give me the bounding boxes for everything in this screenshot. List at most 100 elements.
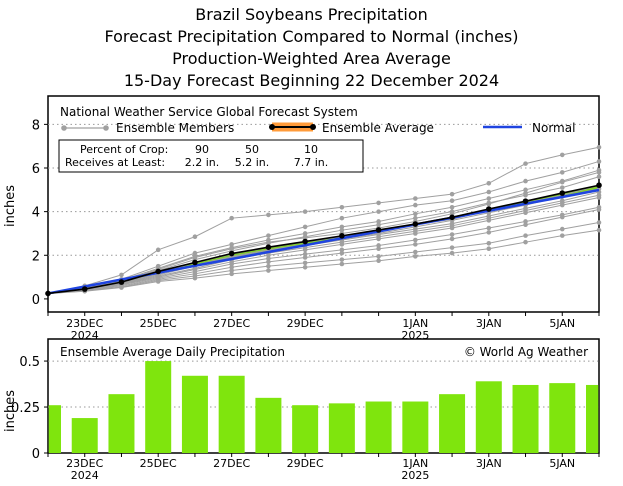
ensemble-member-line xyxy=(47,160,600,294)
ensemble-member-point xyxy=(523,161,528,166)
ensemble-member-line xyxy=(47,196,600,294)
ensemble-member-point xyxy=(596,192,602,198)
ensemble-member-point xyxy=(302,231,308,236)
ensemble-member-point xyxy=(559,200,565,206)
daily-precip-bar xyxy=(71,418,98,453)
legend-members-marker xyxy=(103,125,109,131)
ensemble-member-point xyxy=(266,256,271,261)
ensemble-member-point xyxy=(523,233,528,238)
ensemble-average-point xyxy=(118,279,125,285)
ensemble-member-point xyxy=(302,224,308,230)
daily-y-tick-label: 0 xyxy=(32,447,40,462)
chart-title: Brazil Soybeans Precipitation xyxy=(195,5,428,24)
daily-y-axis: 0 0.25 0.5 xyxy=(11,355,48,462)
ensemble-member-point xyxy=(449,198,455,204)
daily-precip-bar xyxy=(402,401,429,453)
ensemble-member-point xyxy=(449,245,455,250)
ensemble-member-point xyxy=(413,249,418,255)
ensemble-member-point xyxy=(596,220,602,225)
ensemble-average-line xyxy=(47,184,600,295)
ensemble-member-line xyxy=(47,206,600,294)
ensemble-member-point xyxy=(155,247,161,253)
daily-precip-bar xyxy=(439,394,466,453)
daily-plot-frame xyxy=(47,338,600,454)
ensemble-member-point xyxy=(449,232,455,237)
ensemble-average-point xyxy=(449,214,455,221)
ensemble-member-point xyxy=(302,264,308,270)
cumulative-x-tick-label: 1JAN xyxy=(402,317,428,330)
cumulative-y-axis: 0 2 4 6 8 xyxy=(32,118,48,308)
ensemble-member-point xyxy=(192,275,198,281)
ensemble-member-point xyxy=(413,228,418,234)
ensemble-member-point xyxy=(486,201,492,207)
ensemble-member-point xyxy=(339,247,345,253)
ensemble-member-point xyxy=(523,239,528,245)
daily-precip-bar xyxy=(475,381,502,453)
chart-subtitle-2: Production-Weighted Area Average xyxy=(172,49,451,68)
daily-gridlines xyxy=(48,360,599,408)
cumulative-x-tick-label: 25DEC xyxy=(140,317,177,330)
cumulative-x-tick-label: 27DEC xyxy=(213,317,250,330)
daily-y-tick-label: 0.25 xyxy=(11,401,40,416)
ensemble-member-point xyxy=(486,230,492,235)
ensemble-member-point xyxy=(229,246,234,252)
crop-receives-label: Receives at Least: xyxy=(65,156,165,169)
ensemble-average-point xyxy=(45,290,51,297)
cumulative-x-tick-label: 23DEC xyxy=(66,317,103,330)
ensemble-member-point xyxy=(229,261,234,267)
daily-x-tick-label: 27DEC xyxy=(213,457,250,470)
ensemble-member-line xyxy=(47,194,600,294)
ensemble-member-point xyxy=(266,259,271,265)
ensemble-member-point xyxy=(339,261,345,267)
ensemble-member-point xyxy=(486,240,492,246)
ensemble-average-point xyxy=(375,227,382,233)
ensemble-member-point xyxy=(376,243,381,248)
ensemble-average-point xyxy=(155,268,161,275)
ensemble-member-point xyxy=(339,257,345,262)
ensemble-average-point xyxy=(265,244,272,250)
legend-average-marker xyxy=(269,124,275,130)
ensemble-member-point xyxy=(266,263,271,269)
ensemble-member-point xyxy=(155,275,161,281)
ensemble-member-point xyxy=(302,209,308,214)
daily-precip-bar xyxy=(218,375,245,453)
ensemble-member-point xyxy=(339,215,345,221)
daily-precip-bar xyxy=(328,403,355,453)
cumulative-y-tick-label: 2 xyxy=(32,249,40,264)
ensemble-member-point xyxy=(376,254,381,259)
legend-members-marker xyxy=(61,125,67,131)
chart-subtitle-1: Forecast Precipitation Compared to Norma… xyxy=(104,27,519,46)
legend-average-label: Ensemble Average xyxy=(322,121,434,135)
ensemble-average-point xyxy=(228,250,235,257)
crop-percent-90: 90 xyxy=(195,143,209,156)
ensemble-member-point xyxy=(449,191,455,197)
daily-precip-bar xyxy=(586,384,599,453)
daily-x-tick-label: 29DEC xyxy=(287,457,324,470)
ensemble-member-point xyxy=(486,180,492,186)
ensemble-member-point xyxy=(449,223,455,229)
ensemble-member-point xyxy=(266,268,271,273)
chart-subtitle-3: 15-Day Forecast Beginning 22 December 20… xyxy=(123,71,500,90)
daily-precip-bar xyxy=(108,394,135,453)
ensemble-average-point xyxy=(302,238,308,245)
crop-receives-90: 2.2 in. xyxy=(185,156,220,169)
ensemble-member-point xyxy=(523,187,528,193)
ensemble-member-point xyxy=(523,208,528,213)
ensemble-member-point xyxy=(486,196,492,201)
crop-percentile-box: Percent of Crop: 90 50 10 Receives at Le… xyxy=(58,139,364,173)
ensemble-member-point xyxy=(559,185,565,190)
daily-precip-bar xyxy=(512,384,539,453)
ensemble-average-point xyxy=(81,286,88,292)
daily-precip-bar xyxy=(549,383,576,453)
daily-y-tick-label: 0.5 xyxy=(19,355,40,370)
ensemble-member-point xyxy=(376,222,381,228)
ensemble-member-line xyxy=(47,146,600,294)
ensemble-average-point xyxy=(192,259,198,266)
ensemble-member-point xyxy=(229,268,234,273)
ensemble-member-point xyxy=(449,204,455,210)
cumulative-x-tick-label: 5JAN xyxy=(549,317,575,330)
ensemble-member-point xyxy=(596,204,602,210)
ensemble-member-line xyxy=(47,229,600,294)
